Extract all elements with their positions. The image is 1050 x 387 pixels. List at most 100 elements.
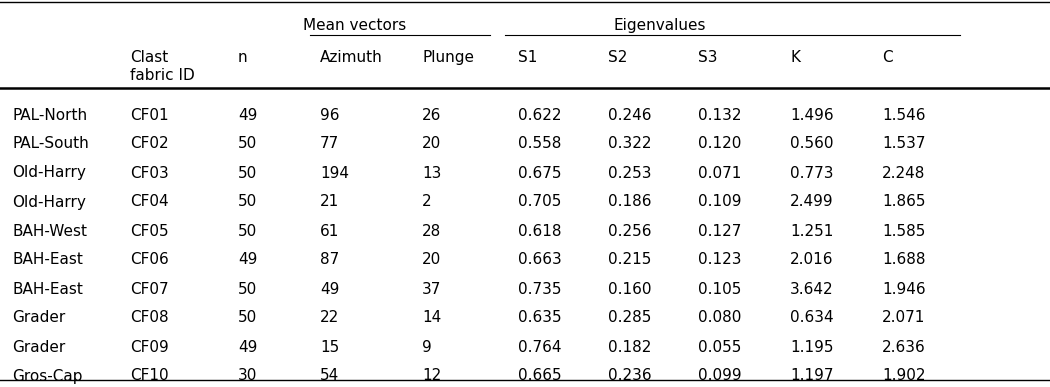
Text: 3.642: 3.642 <box>790 281 834 296</box>
Text: S2: S2 <box>608 50 628 65</box>
Text: 1.251: 1.251 <box>790 224 834 238</box>
Text: 0.764: 0.764 <box>518 339 562 354</box>
Text: BAH-West: BAH-West <box>12 224 87 238</box>
Text: 14: 14 <box>422 310 441 325</box>
Text: 77: 77 <box>320 137 339 151</box>
Text: 37: 37 <box>422 281 441 296</box>
Text: 1.902: 1.902 <box>882 368 925 384</box>
Text: 2.071: 2.071 <box>882 310 925 325</box>
Text: n: n <box>238 50 248 65</box>
Text: 0.705: 0.705 <box>518 195 562 209</box>
Text: CF02: CF02 <box>130 137 169 151</box>
Text: 1.195: 1.195 <box>790 339 834 354</box>
Text: CF04: CF04 <box>130 195 169 209</box>
Text: S1: S1 <box>518 50 538 65</box>
Text: 54: 54 <box>320 368 339 384</box>
Text: K: K <box>790 50 800 65</box>
Text: 0.663: 0.663 <box>518 252 562 267</box>
Text: CF07: CF07 <box>130 281 169 296</box>
Text: 96: 96 <box>320 108 339 123</box>
Text: 50: 50 <box>238 195 257 209</box>
Text: 1.496: 1.496 <box>790 108 834 123</box>
Text: 1.865: 1.865 <box>882 195 925 209</box>
Text: 0.618: 0.618 <box>518 224 562 238</box>
Text: 0.322: 0.322 <box>608 137 651 151</box>
Text: 9: 9 <box>422 339 432 354</box>
Text: CF09: CF09 <box>130 339 169 354</box>
Text: 0.105: 0.105 <box>698 281 741 296</box>
Text: 22: 22 <box>320 310 339 325</box>
Text: CF08: CF08 <box>130 310 169 325</box>
Text: 50: 50 <box>238 166 257 180</box>
Text: 0.055: 0.055 <box>698 339 741 354</box>
Text: 0.127: 0.127 <box>698 224 741 238</box>
Text: 1.537: 1.537 <box>882 137 925 151</box>
Text: 0.560: 0.560 <box>790 137 834 151</box>
Text: 0.773: 0.773 <box>790 166 834 180</box>
Text: CF10: CF10 <box>130 368 169 384</box>
Text: 0.160: 0.160 <box>608 281 651 296</box>
Text: PAL-South: PAL-South <box>12 137 89 151</box>
Text: 26: 26 <box>422 108 441 123</box>
Text: 0.246: 0.246 <box>608 108 651 123</box>
Text: 50: 50 <box>238 137 257 151</box>
Text: 49: 49 <box>238 339 257 354</box>
Text: 20: 20 <box>422 252 441 267</box>
Text: Eigenvalues: Eigenvalues <box>614 18 707 33</box>
Text: 0.071: 0.071 <box>698 166 741 180</box>
Text: Old-Harry: Old-Harry <box>12 166 86 180</box>
Text: 2.248: 2.248 <box>882 166 925 180</box>
Text: 1.946: 1.946 <box>882 281 926 296</box>
Text: 0.123: 0.123 <box>698 252 741 267</box>
Text: Gros-Cap: Gros-Cap <box>12 368 83 384</box>
Text: 61: 61 <box>320 224 339 238</box>
Text: 0.285: 0.285 <box>608 310 651 325</box>
Text: 50: 50 <box>238 310 257 325</box>
Text: CF05: CF05 <box>130 224 169 238</box>
Text: 2.499: 2.499 <box>790 195 834 209</box>
Text: 1.546: 1.546 <box>882 108 925 123</box>
Text: 21: 21 <box>320 195 339 209</box>
Text: 194: 194 <box>320 166 349 180</box>
Text: 0.109: 0.109 <box>698 195 741 209</box>
Text: 0.256: 0.256 <box>608 224 651 238</box>
Text: 2: 2 <box>422 195 432 209</box>
Text: 1.585: 1.585 <box>882 224 925 238</box>
Text: 0.635: 0.635 <box>518 310 562 325</box>
Text: Azimuth: Azimuth <box>320 50 383 65</box>
Text: 0.675: 0.675 <box>518 166 562 180</box>
Text: 0.735: 0.735 <box>518 281 562 296</box>
Text: 0.132: 0.132 <box>698 108 741 123</box>
Text: 2.016: 2.016 <box>790 252 834 267</box>
Text: 1.197: 1.197 <box>790 368 834 384</box>
Text: 0.099: 0.099 <box>698 368 741 384</box>
Text: CF06: CF06 <box>130 252 169 267</box>
Text: Grader: Grader <box>12 310 65 325</box>
Text: BAH-East: BAH-East <box>12 252 83 267</box>
Text: CF03: CF03 <box>130 166 169 180</box>
Text: 0.080: 0.080 <box>698 310 741 325</box>
Text: 0.558: 0.558 <box>518 137 562 151</box>
Text: 0.665: 0.665 <box>518 368 562 384</box>
Text: 49: 49 <box>238 108 257 123</box>
Text: S3: S3 <box>698 50 717 65</box>
Text: 0.236: 0.236 <box>608 368 652 384</box>
Text: 0.634: 0.634 <box>790 310 834 325</box>
Text: 0.215: 0.215 <box>608 252 651 267</box>
Text: 1.688: 1.688 <box>882 252 925 267</box>
Text: 50: 50 <box>238 224 257 238</box>
Text: Plunge: Plunge <box>422 50 474 65</box>
Text: 0.182: 0.182 <box>608 339 651 354</box>
Text: Grader: Grader <box>12 339 65 354</box>
Text: CF01: CF01 <box>130 108 169 123</box>
Text: 28: 28 <box>422 224 441 238</box>
Text: Old-Harry: Old-Harry <box>12 195 86 209</box>
Text: 49: 49 <box>238 252 257 267</box>
Text: 30: 30 <box>238 368 257 384</box>
Text: C: C <box>882 50 892 65</box>
Text: 87: 87 <box>320 252 339 267</box>
Text: Mean vectors: Mean vectors <box>303 18 406 33</box>
Text: Clast: Clast <box>130 50 168 65</box>
Text: BAH-East: BAH-East <box>12 281 83 296</box>
Text: 0.120: 0.120 <box>698 137 741 151</box>
